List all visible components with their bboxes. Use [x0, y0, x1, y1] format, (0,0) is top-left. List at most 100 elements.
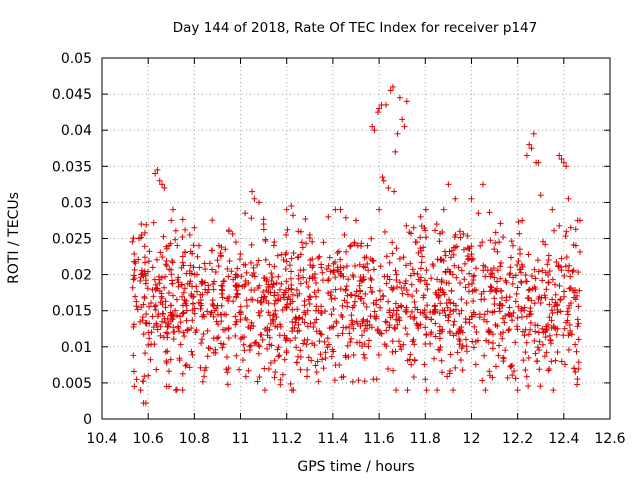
data-point [252, 339, 259, 346]
data-point [215, 242, 222, 249]
data-point [138, 304, 145, 311]
data-point [287, 380, 294, 387]
data-point [455, 264, 462, 271]
data-point [442, 252, 449, 259]
data-point [545, 279, 552, 286]
data-point [383, 280, 390, 287]
data-point [397, 343, 404, 350]
data-point [338, 374, 345, 381]
data-point [233, 287, 240, 294]
data-point [353, 217, 359, 224]
data-point [199, 279, 206, 286]
data-point [176, 328, 183, 335]
data-point [490, 265, 497, 272]
data-point [531, 337, 538, 344]
data-point [129, 238, 136, 245]
data-point [177, 313, 184, 320]
data-point [403, 98, 410, 105]
data-point [463, 299, 470, 306]
data-point [500, 355, 507, 362]
data-point [212, 269, 219, 276]
data-point [468, 195, 475, 202]
data-point [489, 340, 496, 347]
data-point [146, 335, 153, 342]
data-point [383, 319, 390, 326]
data-point [274, 324, 281, 331]
data-point [399, 290, 406, 297]
data-point [353, 318, 360, 325]
data-point [172, 387, 179, 394]
data-point [471, 272, 478, 279]
data-point [377, 263, 384, 270]
data-point [528, 297, 535, 304]
data-point [321, 338, 328, 345]
data-point [464, 244, 471, 251]
data-point [556, 282, 563, 289]
y-tick-label: 0.035 [52, 159, 92, 175]
data-point [159, 310, 166, 317]
data-point [439, 307, 446, 314]
data-point [574, 376, 581, 383]
data-point [520, 357, 527, 364]
data-point [172, 307, 179, 314]
data-point [539, 277, 546, 284]
data-point [190, 300, 197, 307]
data-point [457, 234, 464, 241]
data-point [325, 213, 332, 220]
data-point [339, 313, 346, 320]
data-point [552, 281, 559, 288]
data-point [340, 264, 347, 271]
data-point [266, 261, 273, 268]
data-point [408, 230, 415, 237]
data-point [493, 285, 500, 292]
data-point [288, 285, 295, 292]
data-point [422, 376, 429, 383]
data-point [330, 348, 337, 355]
data-point [271, 311, 278, 318]
data-point [315, 287, 322, 294]
data-point [457, 280, 464, 287]
data-point [241, 283, 248, 290]
data-point [496, 342, 503, 349]
data-point [498, 294, 505, 301]
data-point [141, 254, 148, 261]
data-point [282, 251, 289, 258]
data-point [161, 315, 168, 322]
data-point [202, 266, 209, 273]
data-point [555, 262, 562, 269]
data-point [293, 315, 300, 322]
data-point [310, 262, 317, 269]
data-point [350, 325, 357, 332]
data-point [218, 318, 225, 325]
data-point [220, 341, 227, 348]
data-point [513, 290, 520, 297]
data-point [138, 274, 145, 281]
data-point [523, 373, 530, 380]
data-point [214, 257, 221, 264]
data-point [210, 335, 217, 342]
data-point [339, 302, 346, 309]
data-point [298, 239, 305, 246]
data-point [210, 302, 217, 309]
data-point [451, 262, 458, 269]
data-point [438, 277, 445, 284]
data-point [164, 348, 171, 355]
data-point [514, 323, 521, 330]
data-point [422, 324, 429, 331]
data-point [413, 239, 420, 246]
data-point [354, 339, 361, 346]
data-point [261, 387, 268, 394]
data-point [393, 311, 400, 318]
data-point [489, 270, 496, 277]
data-point [278, 280, 285, 287]
data-point [130, 235, 137, 242]
data-point [525, 354, 532, 361]
data-point [359, 277, 366, 284]
data-point [427, 309, 434, 316]
data-point [514, 387, 521, 394]
data-point [256, 312, 263, 319]
data-point [281, 294, 288, 301]
data-point [404, 331, 411, 338]
data-point [562, 233, 569, 240]
data-point [572, 226, 579, 233]
